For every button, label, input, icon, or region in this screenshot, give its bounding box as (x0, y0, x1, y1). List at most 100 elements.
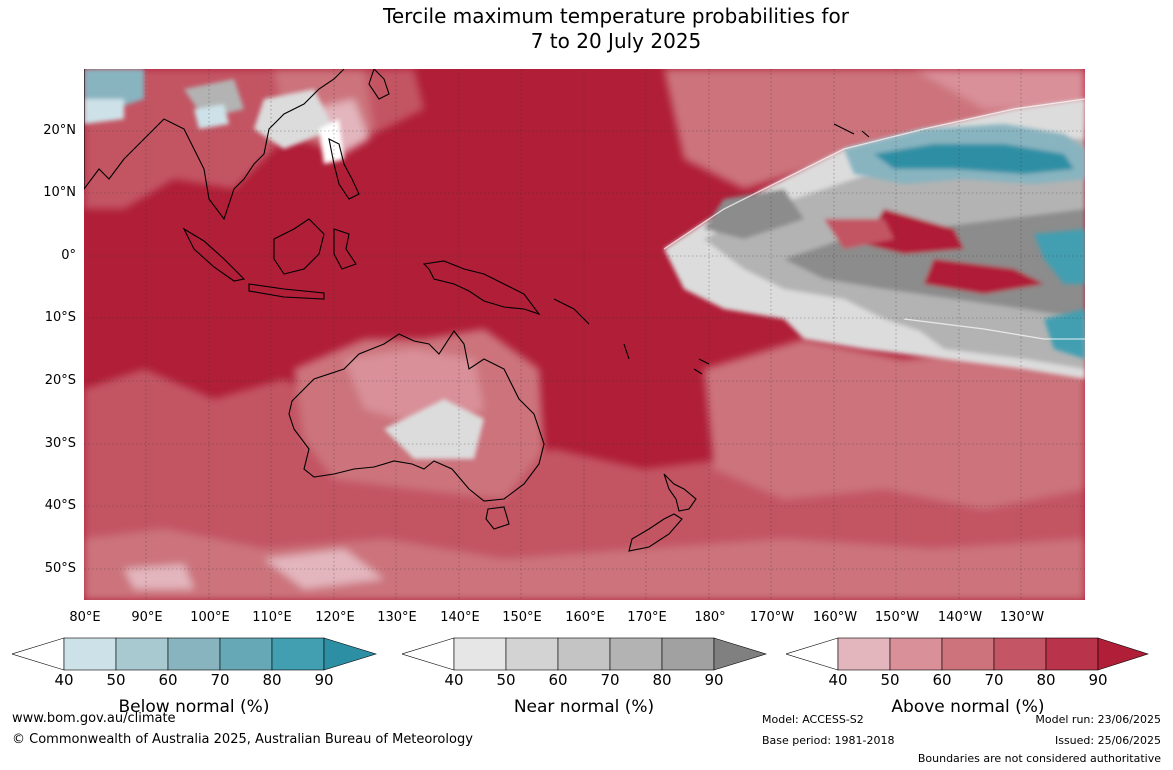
near-swatch-4 (609, 637, 663, 671)
above-tick-70: 70 (984, 671, 1004, 689)
borneo-coastline (273, 218, 325, 275)
near-tick-60: 60 (548, 671, 568, 689)
lat-label-20s: 20°S (44, 373, 76, 388)
lon-label-170e: 170°E (627, 610, 667, 625)
footer-base-period: Base period: 1981-2018 (762, 734, 895, 747)
coastlines (84, 69, 870, 552)
above-tick-80: 80 (1036, 671, 1056, 689)
above-tick-40: 40 (828, 671, 848, 689)
lon-label-170w: 170°W (749, 610, 795, 625)
above-swatch-4 (993, 637, 1047, 671)
lon-label-110e: 110°E (252, 610, 292, 625)
lon-label-160w: 160°W (812, 610, 858, 625)
lat-label-50s: 50°S (44, 561, 76, 576)
footer-disclaimer: Boundaries are not considered authoritat… (917, 752, 1161, 765)
lon-label-90e: 90°E (131, 610, 163, 625)
japan-coastline (368, 69, 390, 100)
lon-label-150w: 150°W (874, 610, 920, 625)
below-swatch-3 (167, 637, 221, 671)
legend-above-title: Above normal (%) (891, 697, 1045, 717)
new-zealand-south (628, 513, 683, 552)
lon-label-160e: 160°E (565, 610, 605, 625)
above-tick-90: 90 (1088, 671, 1108, 689)
near-tick-90: 90 (704, 671, 724, 689)
asia-coastline (84, 69, 345, 221)
below-swatch-under (12, 637, 65, 671)
lon-label-100e: 100°E (190, 610, 230, 625)
near-swatch-2 (505, 637, 559, 671)
lon-label-140w: 140°W (937, 610, 983, 625)
lat-label-10s: 10°S (44, 310, 76, 325)
lon-label-140e: 140°E (440, 610, 480, 625)
footer-copyright: © Commonwealth of Australia 2025, Austra… (12, 732, 473, 747)
above-tick-60: 60 (932, 671, 952, 689)
above-swatch-3 (941, 637, 995, 671)
java-coastline (248, 283, 325, 300)
legend-near-normal (402, 637, 767, 671)
above-swatch-under (786, 637, 839, 671)
near-swatch-over (713, 637, 767, 671)
above-tick-50: 50 (880, 671, 900, 689)
legend-near-colorbar (402, 637, 767, 671)
near-swatch-3 (557, 637, 611, 671)
tasmania-coastline (485, 506, 510, 530)
map-grid (84, 69, 1085, 600)
above-swatch-over (1097, 637, 1149, 671)
below-tick-80: 80 (262, 671, 282, 689)
new-zealand-north (663, 473, 697, 512)
near-tick-80: 80 (652, 671, 672, 689)
near-tick-40: 40 (444, 671, 464, 689)
near-swatch-5 (661, 637, 715, 671)
below-tick-90: 90 (314, 671, 334, 689)
near-tick-70: 70 (600, 671, 620, 689)
map-svg (84, 69, 1085, 600)
title-line-1: Tercile maximum temperature probabilitie… (383, 4, 849, 28)
map-title: Tercile maximum temperature probabilitie… (0, 4, 1173, 54)
lon-label-130e: 130°E (377, 610, 417, 625)
below-tick-40: 40 (54, 671, 74, 689)
below-swatch-4 (219, 637, 273, 671)
above-swatch-5 (1045, 637, 1099, 671)
footer-model: Model: ACCESS-S2 (762, 713, 864, 726)
lon-label-120e: 120°E (315, 610, 355, 625)
sulawesi-coastline (333, 228, 357, 270)
lon-label-150e: 150°E (502, 610, 542, 625)
below-normal-patches (84, 69, 1085, 359)
lon-label-80e: 80°E (69, 610, 101, 625)
solomon-islands (553, 298, 590, 325)
hawaii-islands (833, 123, 870, 138)
footer-url[interactable]: www.bom.gov.au/climate (12, 711, 176, 726)
lat-label-10n: 10°N (43, 185, 76, 200)
legend-below-normal (12, 637, 377, 671)
near-tick-50: 50 (496, 671, 516, 689)
below-tick-60: 60 (158, 671, 178, 689)
lat-label-0: 0° (61, 248, 76, 263)
lon-label-180: 180° (694, 610, 726, 625)
sumatra-coastline (182, 227, 246, 282)
philippines-coastline (328, 138, 360, 200)
footer-model-run: Model run: 23/06/2025 (1035, 713, 1161, 726)
lon-label-130w: 130°W (999, 610, 1045, 625)
vanuatu-fiji (623, 343, 710, 375)
footer-issued: Issued: 25/06/2025 (1054, 734, 1161, 747)
legend-near-title: Near normal (%) (513, 697, 655, 717)
lat-label-20n: 20°N (43, 123, 76, 138)
australia-coastline (288, 330, 545, 502)
near-swatch-1 (453, 637, 507, 671)
new-guinea-coastline (422, 260, 541, 316)
title-line-2: 7 to 20 July 2025 (530, 29, 702, 53)
coastline-highlights (663, 98, 1085, 340)
below-swatch-1 (63, 637, 117, 671)
legend-below-colorbar (12, 637, 377, 671)
near-swatch-under (402, 637, 455, 671)
above-swatch-2 (889, 637, 943, 671)
lat-label-40s: 40°S (44, 498, 76, 513)
legend-below-title: Below normal (%) (118, 697, 270, 717)
below-swatch-2 (115, 637, 169, 671)
below-tick-50: 50 (106, 671, 126, 689)
probability-map (84, 69, 1085, 600)
legend-above-colorbar (786, 637, 1149, 671)
lat-label-30s: 30°S (44, 436, 76, 451)
below-swatch-5 (271, 637, 325, 671)
above-swatch-1 (837, 637, 891, 671)
